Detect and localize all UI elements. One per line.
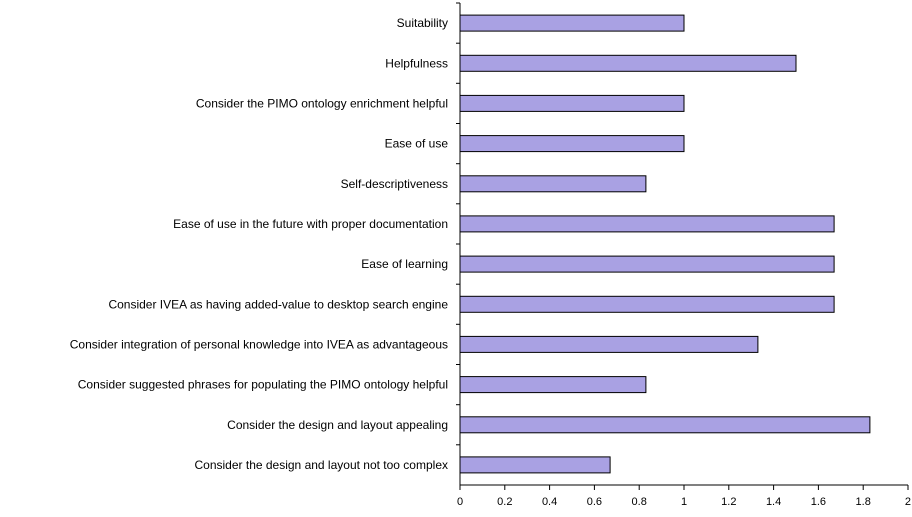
x-tick-label-8: 1.6 [811,496,826,508]
x-tick-label-5: 1 [681,496,687,508]
bar-1 [459,54,797,72]
x-axis-ticks: 0 0.2 0.4 0.6 0.8 1 1.2 1.4 1.6 1.8 2 [457,485,911,508]
x-tick-label-4: 0.8 [632,496,647,508]
x-tick-label-3: 0.6 [587,496,602,508]
bar-7 [459,295,835,313]
x-tick-label-0: 0 [457,496,463,508]
bars-group [456,2,871,474]
bar-10 [459,416,871,434]
bar-0 [459,14,685,32]
category-label-9: Consider suggested phrases for populatin… [78,378,448,392]
x-tick-label-6: 1.2 [721,496,736,508]
category-label-7: Consider IVEA as having added-value to d… [108,297,448,311]
bar-2 [459,94,685,112]
category-label-5: Ease of use in the future with proper do… [173,217,448,231]
x-tick-label-7: 1.4 [766,496,781,508]
category-label-8: Consider integration of personal knowled… [70,337,448,351]
x-tick-label-1: 0.2 [497,496,512,508]
bar-9 [459,376,647,394]
category-label-6: Ease of learning [361,257,448,271]
category-label-3: Ease of use [385,137,449,151]
category-label-4: Self-descriptiveness [341,177,448,191]
bar-6 [459,255,835,273]
bar-5 [459,215,835,233]
bar-11 [459,456,611,474]
x-tick-label-9: 1.8 [856,496,871,508]
bar-8 [459,335,759,353]
bar-3 [459,135,685,153]
category-label-10: Consider the design and layout appealing [227,418,448,432]
category-label-1: Helpfulness [385,56,448,70]
category-labels: Suitability Helpfulness Consider the PIMO … [70,16,449,472]
category-label-0: Suitability [397,16,448,30]
category-label-11: Consider the design and layout not too c… [195,458,449,472]
bar-4 [459,175,647,193]
x-tick-label-2: 0.4 [542,496,557,508]
category-label-2: Consider the PIMO ontology enrichment he… [196,96,448,110]
x-tick-label-10: 2 [905,496,911,508]
